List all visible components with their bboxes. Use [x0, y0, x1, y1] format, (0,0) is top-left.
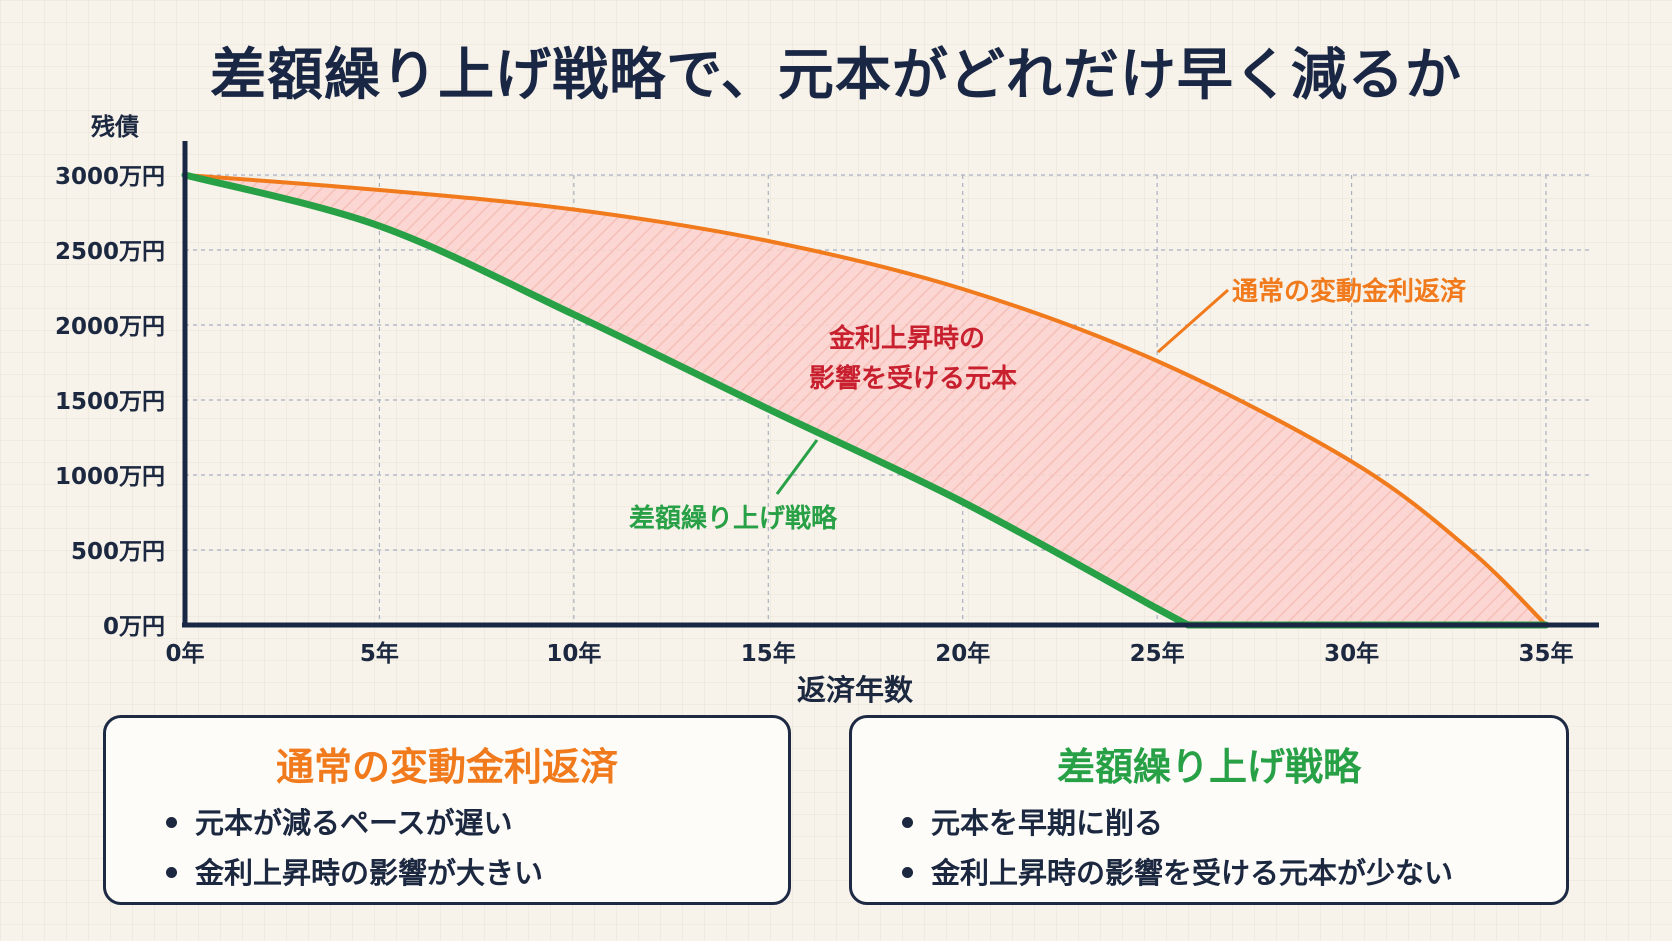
axes — [182, 141, 1599, 628]
card-strategy: 差額繰り上げ戦略 元本を早期に削る 金利上昇時の影響を受ける元本が少ない — [849, 715, 1569, 905]
x-tick-label: 10年 — [546, 640, 601, 667]
series-line-normal — [183, 173, 1548, 627]
y-tick-label: 3000万円 — [55, 164, 165, 190]
x-tick-label: 35年 — [1518, 640, 1573, 667]
y-tick-label: 0万円 — [103, 614, 165, 640]
tick-labels: 0年 5年 10年 15年 20年 25年 30年 35年 3000万円 2500万円 2000万円… — [55, 113, 1574, 707]
x-axis-title: 返済年数 — [797, 673, 914, 707]
list-item: 金利上昇時の影響を受ける元本が少ない — [902, 848, 1453, 898]
list-item-text: 金利上昇時の影響が大きい — [195, 856, 544, 890]
card-normal-title: 通常の変動金利返済 — [275, 745, 618, 789]
y-tick-label: 2500万円 — [55, 239, 165, 265]
card-normal-list: 元本が減るペースが遅い 金利上昇時の影響が大きい — [166, 798, 543, 898]
list-item: 元本が減るペースが遅い — [166, 798, 543, 848]
card-strategy-list: 元本を早期に削る 金利上昇時の影響を受ける元本が少ない — [902, 798, 1453, 898]
bullet-icon — [902, 866, 913, 878]
x-tick-label: 5年 — [360, 640, 399, 667]
y-tick-label: 500万円 — [71, 539, 165, 565]
principal-balance-chart: 0年 5年 10年 15年 20年 25年 30年 35年 3000万円 2500万円 2000万円… — [55, 113, 1599, 707]
strategy-series-label: 差額繰り上げ戦略 — [629, 503, 838, 534]
bullet-icon — [166, 816, 177, 828]
difference-area — [185, 175, 1546, 625]
bullet-icon — [902, 816, 913, 828]
x-tick-label: 0年 — [165, 640, 204, 667]
list-item-text: 元本が減るペースが遅い — [195, 806, 513, 840]
strategy-label-leader — [775, 439, 819, 495]
list-item: 元本を早期に削る — [902, 798, 1453, 848]
list-item-text: 元本を早期に削る — [931, 806, 1164, 840]
x-tick-label: 20年 — [935, 640, 990, 667]
series-line-strategy — [181, 171, 1192, 629]
x-tick-label: 15年 — [741, 640, 796, 667]
bullet-icon — [166, 866, 177, 878]
area-label-line1: 金利上昇時の — [828, 323, 985, 354]
y-tick-label: 1500万円 — [55, 389, 165, 415]
normal-label-leader — [1157, 288, 1229, 354]
card-normal: 通常の変動金利返済 元本が減るペースが遅い 金利上昇時の影響が大きい — [103, 715, 791, 905]
page-title: 差額繰り上げ戦略で、元本がどれだけ早く減るか — [210, 43, 1462, 108]
y-tick-label: 2000万円 — [55, 314, 165, 340]
list-item-text: 金利上昇時の影響を受ける元本が少ない — [931, 856, 1454, 890]
card-strategy-title: 差額繰り上げ戦略 — [1056, 745, 1361, 789]
x-tick-label: 30年 — [1324, 640, 1379, 667]
x-tick-label: 25年 — [1130, 640, 1185, 667]
y-axis-title: 残債 — [91, 113, 139, 141]
y-tick-label: 1000万円 — [55, 464, 165, 490]
difference-area-fill — [185, 175, 1546, 625]
normal-series-label: 通常の変動金利返済 — [1232, 276, 1467, 307]
list-item: 金利上昇時の影響が大きい — [166, 848, 543, 898]
area-label-line2: 影響を受ける元本 — [809, 363, 1017, 394]
